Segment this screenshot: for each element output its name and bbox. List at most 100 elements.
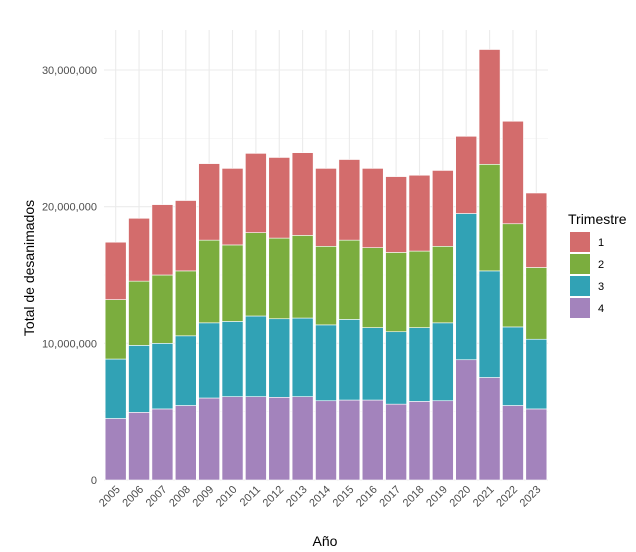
bar-segment-q2-2006 bbox=[128, 280, 150, 346]
bar-segment-q1-2007 bbox=[151, 204, 174, 276]
y-tick-label: 0 bbox=[91, 475, 97, 487]
bar-segment-q1-2018 bbox=[408, 174, 431, 252]
bar-segment-q4-2006 bbox=[128, 412, 150, 481]
x-tick-label: 2023 bbox=[518, 484, 544, 510]
bar-segment-q3-2022 bbox=[502, 326, 524, 406]
bar-segment-q1-2010 bbox=[221, 168, 244, 246]
x-tick-label: 2012 bbox=[261, 484, 287, 510]
bar-segment-q1-2020 bbox=[455, 135, 478, 214]
x-axis-title: Año bbox=[313, 533, 338, 549]
x-tick-label: 2007 bbox=[144, 484, 170, 510]
bar-segment-q4-2015 bbox=[338, 399, 361, 481]
x-tick-label: 2006 bbox=[120, 484, 146, 510]
legend-swatch-4 bbox=[570, 298, 590, 318]
bar-segment-q1-2022 bbox=[502, 120, 524, 225]
bar-segment-q1-2017 bbox=[385, 176, 407, 253]
x-tick-label: 2018 bbox=[401, 484, 427, 510]
x-tick-label: 2021 bbox=[471, 484, 497, 510]
bar-segment-q4-2019 bbox=[432, 400, 454, 481]
bar-segment-q3-2008 bbox=[174, 335, 197, 406]
bar-segment-q3-2007 bbox=[151, 343, 174, 410]
legend-label-3: 3 bbox=[598, 281, 604, 293]
bar-segment-q3-2016 bbox=[361, 327, 384, 401]
legend-swatch-3 bbox=[570, 276, 590, 296]
y-axis-title: Total de desanimados bbox=[21, 200, 37, 336]
x-tick-label: 2014 bbox=[307, 484, 333, 510]
bar-segment-q1-2014 bbox=[315, 168, 337, 247]
bar-segment-q4-2022 bbox=[502, 405, 524, 481]
bar-segment-q2-2012 bbox=[268, 237, 291, 320]
bar-segment-q3-2014 bbox=[315, 324, 337, 402]
bar-segment-q3-2005 bbox=[104, 358, 127, 419]
bar-segment-q1-2021 bbox=[478, 49, 501, 165]
x-tick-label: 2015 bbox=[331, 484, 357, 510]
legend-label-4: 4 bbox=[598, 303, 604, 315]
bar-segment-q3-2006 bbox=[128, 345, 150, 413]
bar-segment-q4-2018 bbox=[408, 401, 431, 481]
bar-segment-q2-2014 bbox=[315, 246, 337, 326]
bar-segment-q3-2023 bbox=[525, 338, 548, 410]
bar-segment-q3-2009 bbox=[198, 322, 220, 399]
bar-segment-q3-2021 bbox=[478, 270, 501, 378]
bar-segment-q1-2013 bbox=[291, 152, 314, 236]
bar-segment-q1-2012 bbox=[268, 157, 291, 239]
bar-segment-q1-2016 bbox=[361, 168, 384, 248]
bar-segment-q4-2023 bbox=[525, 408, 548, 481]
x-tick-label: 2008 bbox=[167, 484, 193, 510]
bar-segment-q3-2011 bbox=[245, 315, 267, 397]
bar-segment-q4-2014 bbox=[315, 400, 337, 481]
bar-segment-q4-2016 bbox=[361, 399, 384, 481]
bar-segment-q1-2015 bbox=[338, 159, 361, 241]
x-tick-label: 2017 bbox=[377, 484, 403, 510]
legend: Trimestre 1 2 3 4 bbox=[568, 211, 627, 318]
bar-segment-q3-2015 bbox=[338, 319, 361, 401]
bar-segment-q4-2020 bbox=[455, 359, 478, 481]
bar-segment-q1-2011 bbox=[245, 153, 267, 233]
legend-title: Trimestre bbox=[568, 211, 627, 227]
bar-segment-q4-2008 bbox=[174, 405, 197, 481]
bar-segment-q4-2009 bbox=[198, 397, 220, 481]
bar-segment-q2-2018 bbox=[408, 250, 431, 328]
bar-segment-q3-2019 bbox=[432, 322, 454, 402]
bar-segment-q4-2017 bbox=[385, 403, 407, 481]
x-tick-label: 2009 bbox=[190, 484, 216, 510]
bar-segment-q2-2010 bbox=[221, 244, 244, 322]
x-tick-label: 2013 bbox=[284, 484, 310, 510]
bar-segment-q2-2017 bbox=[385, 252, 407, 333]
bar-segment-q2-2015 bbox=[338, 239, 361, 320]
x-tick-label: 2019 bbox=[424, 484, 450, 510]
legend-swatch-2 bbox=[570, 254, 590, 274]
bar-segment-q2-2013 bbox=[291, 235, 314, 319]
bar-segment-q1-2006 bbox=[128, 217, 150, 282]
x-tick-label: 2011 bbox=[238, 484, 263, 509]
bar-segment-q2-2019 bbox=[432, 246, 454, 324]
y-tick-label: 10,000,000 bbox=[42, 338, 97, 350]
bar-segment-q4-2012 bbox=[268, 397, 291, 481]
bar-segment-q4-2007 bbox=[151, 408, 174, 481]
bar-segment-q4-2005 bbox=[104, 418, 127, 481]
bar-segment-q1-2008 bbox=[174, 200, 197, 272]
bar-segment-q2-2005 bbox=[104, 299, 127, 360]
bar-segment-q2-2009 bbox=[198, 239, 220, 324]
bar-segment-q2-2016 bbox=[361, 247, 384, 328]
bar-segment-q1-2005 bbox=[104, 241, 127, 300]
legend-label-2: 2 bbox=[598, 259, 604, 271]
bar-segment-q1-2009 bbox=[198, 163, 220, 241]
legend-label-1: 1 bbox=[598, 237, 604, 249]
bars bbox=[104, 49, 548, 481]
x-tick-label: 2010 bbox=[214, 484, 240, 510]
bar-segment-q2-2021 bbox=[478, 164, 501, 272]
bar-segment-q1-2019 bbox=[432, 170, 454, 247]
bar-segment-q2-2023 bbox=[525, 267, 548, 340]
bar-segment-q3-2013 bbox=[291, 317, 314, 397]
x-axis-ticks: 2005200620072008200920102011201220132014… bbox=[97, 484, 543, 510]
bar-segment-q4-2021 bbox=[478, 377, 501, 481]
bar-segment-q4-2013 bbox=[291, 396, 314, 481]
x-tick-label: 2020 bbox=[448, 484, 474, 510]
bar-segment-q3-2018 bbox=[408, 327, 431, 402]
bar-segment-q4-2010 bbox=[221, 396, 244, 481]
y-tick-label: 20,000,000 bbox=[42, 202, 97, 214]
x-tick-label: 2016 bbox=[354, 484, 380, 510]
x-tick-label: 2005 bbox=[97, 484, 123, 510]
